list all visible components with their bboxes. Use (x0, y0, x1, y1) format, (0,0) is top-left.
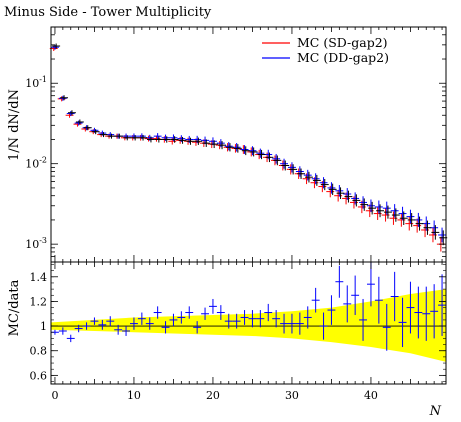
legend-label-1: MC (DD-gap2) (297, 50, 389, 65)
x-tick-label: 40 (364, 389, 378, 402)
y-tick-label: 10-2 (25, 156, 47, 171)
x-tick-label: 10 (127, 389, 141, 402)
x-axis-label: N (429, 404, 442, 419)
ratio-y-tick-label: 0.6 (30, 369, 48, 382)
x-tick-label: 0 (51, 389, 58, 402)
ratio-y-tick-label: 1.4 (30, 271, 48, 284)
ratio-plot: 0.6 0.8 1 1.2 1.4 0 10 20 30 40 (30, 261, 447, 402)
ratio-y-tick-label: 1.2 (30, 295, 48, 308)
chart-title: Minus Side - Tower Multiplicity (4, 5, 212, 20)
y-tick-label: 10-3 (25, 236, 47, 251)
y-axis-label-ratio: MC/data (7, 279, 22, 336)
y-tick-label: 10-1 (25, 75, 47, 90)
legend-label-0: MC (SD-gap2) (297, 35, 388, 50)
ratio-plot-frame (50, 261, 447, 385)
y-axis-label-top: 1/N dN/dN (7, 89, 22, 161)
legend: MC (SD-gap2)MC (DD-gap2) (262, 35, 389, 65)
x-tick-label: 20 (206, 389, 220, 402)
ratio-y-tick-label: 1 (40, 320, 47, 333)
x-tick-label: 30 (285, 389, 299, 402)
main-plot: 10-3 10-2 10-1 (25, 26, 448, 263)
ratio-y-tick-label: 0.8 (30, 345, 48, 358)
